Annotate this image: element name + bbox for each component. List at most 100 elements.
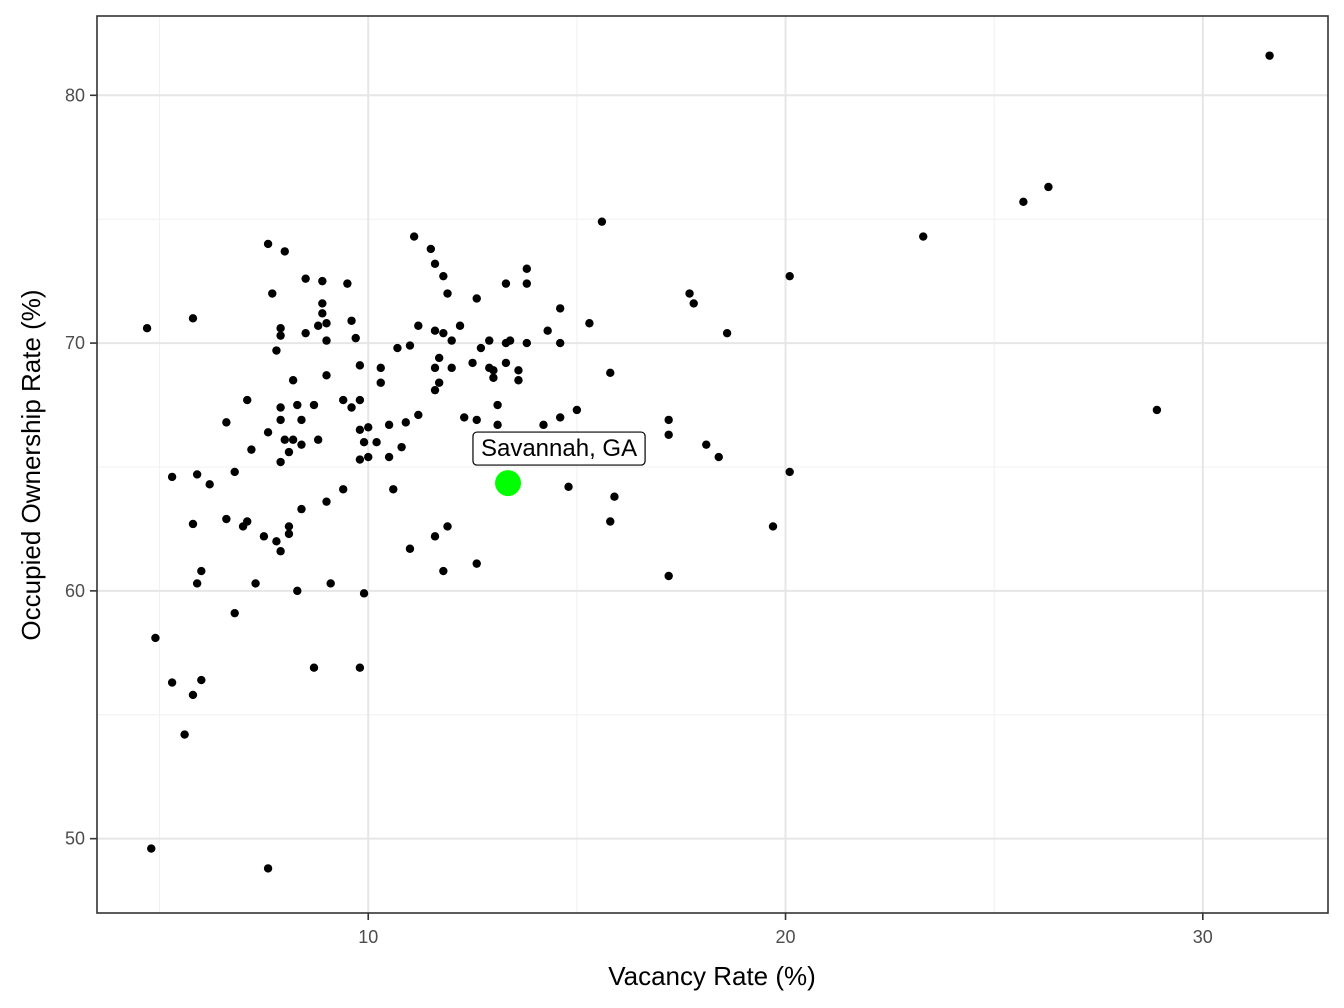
- data-point: [606, 368, 615, 378]
- data-point: [489, 366, 498, 375]
- data-point: [505, 336, 515, 345]
- data-point: [347, 403, 356, 412]
- data-point: [167, 678, 177, 687]
- data-point: [664, 415, 673, 425]
- data-point: [192, 579, 202, 588]
- data-point: [301, 328, 310, 338]
- data-point: [1044, 182, 1053, 192]
- data-point: [447, 336, 456, 345]
- data-point: [555, 304, 565, 313]
- data-point: [192, 470, 202, 479]
- data-point: [522, 338, 532, 348]
- data-point: [272, 537, 281, 546]
- data-point: [722, 328, 732, 338]
- data-point: [313, 321, 323, 330]
- data-point: [188, 519, 198, 529]
- data-point: [397, 442, 406, 452]
- data-point: [355, 663, 365, 672]
- highlighted-point-group: Savannah, GA: [472, 431, 646, 497]
- data-point: [297, 504, 306, 514]
- data-point: [702, 440, 711, 449]
- data-point: [276, 403, 285, 412]
- data-point: [485, 336, 494, 345]
- data-point: [384, 420, 394, 430]
- data-point: [288, 376, 298, 385]
- data-point: [251, 579, 260, 588]
- data-point: [268, 289, 277, 298]
- data-point: [430, 385, 440, 395]
- data-point: [414, 321, 423, 330]
- data-point: [355, 455, 365, 464]
- data-point: [785, 271, 794, 281]
- data-point: [443, 522, 452, 531]
- data-point: [439, 271, 448, 281]
- x-tick-label: 10: [358, 927, 378, 947]
- data-point: [689, 299, 698, 308]
- data-point: [430, 532, 440, 541]
- data-point: [714, 452, 723, 462]
- x-axis-ticks: 10 20 30: [358, 913, 1213, 947]
- data-point: [572, 405, 582, 415]
- data-point: [514, 376, 523, 385]
- data-point: [414, 410, 423, 420]
- data-point: [768, 522, 778, 531]
- data-point: [443, 289, 452, 298]
- highlighted-point: [495, 470, 522, 497]
- data-point: [522, 279, 532, 288]
- data-point: [355, 395, 365, 405]
- data-point: [472, 559, 481, 568]
- data-point: [263, 428, 273, 437]
- data-point: [284, 447, 294, 457]
- data-point: [309, 663, 319, 672]
- data-point: [339, 395, 348, 405]
- data-point: [426, 244, 436, 254]
- data-point: [430, 326, 440, 335]
- data-point: [514, 366, 523, 375]
- data-point: [555, 413, 565, 422]
- data-point: [222, 418, 231, 427]
- data-point: [247, 445, 256, 454]
- data-point: [359, 589, 369, 598]
- data-point: [439, 328, 448, 338]
- data-point: [919, 232, 928, 241]
- data-point: [409, 232, 419, 241]
- data-point: [460, 413, 469, 422]
- data-point: [322, 319, 331, 328]
- data-point: [405, 341, 415, 350]
- data-point: [276, 324, 285, 333]
- data-point: [585, 319, 594, 328]
- data-point: [276, 457, 285, 467]
- data-point: [664, 571, 673, 581]
- data-point: [472, 415, 481, 425]
- data-point: [343, 279, 352, 288]
- data-point: [1265, 51, 1274, 60]
- data-point: [405, 544, 415, 553]
- plot-panel-border: [96, 15, 1329, 914]
- data-point: [197, 675, 206, 685]
- data-point: [301, 274, 310, 283]
- data-point: [322, 497, 331, 506]
- y-tick-label: 50: [65, 829, 85, 849]
- data-point: [493, 400, 502, 410]
- data-point: [785, 467, 794, 477]
- data-point: [263, 239, 273, 249]
- data-point: [259, 532, 269, 541]
- data-point: [188, 314, 198, 323]
- data-points: [142, 51, 1274, 873]
- data-point: [167, 472, 177, 482]
- data-point: [501, 358, 511, 368]
- data-point: [364, 423, 373, 432]
- data-point: [430, 363, 440, 373]
- data-point: [468, 358, 477, 368]
- data-point: [142, 324, 152, 333]
- data-point: [455, 321, 465, 330]
- highlight-label: Savannah, GA: [481, 435, 637, 462]
- data-point: [434, 353, 444, 363]
- x-axis-title: Vacancy Rate (%): [608, 961, 816, 991]
- data-point: [355, 361, 365, 370]
- data-point: [501, 279, 511, 288]
- data-point: [280, 435, 289, 444]
- data-point: [297, 440, 306, 449]
- data-point: [151, 633, 160, 643]
- data-point: [263, 864, 273, 873]
